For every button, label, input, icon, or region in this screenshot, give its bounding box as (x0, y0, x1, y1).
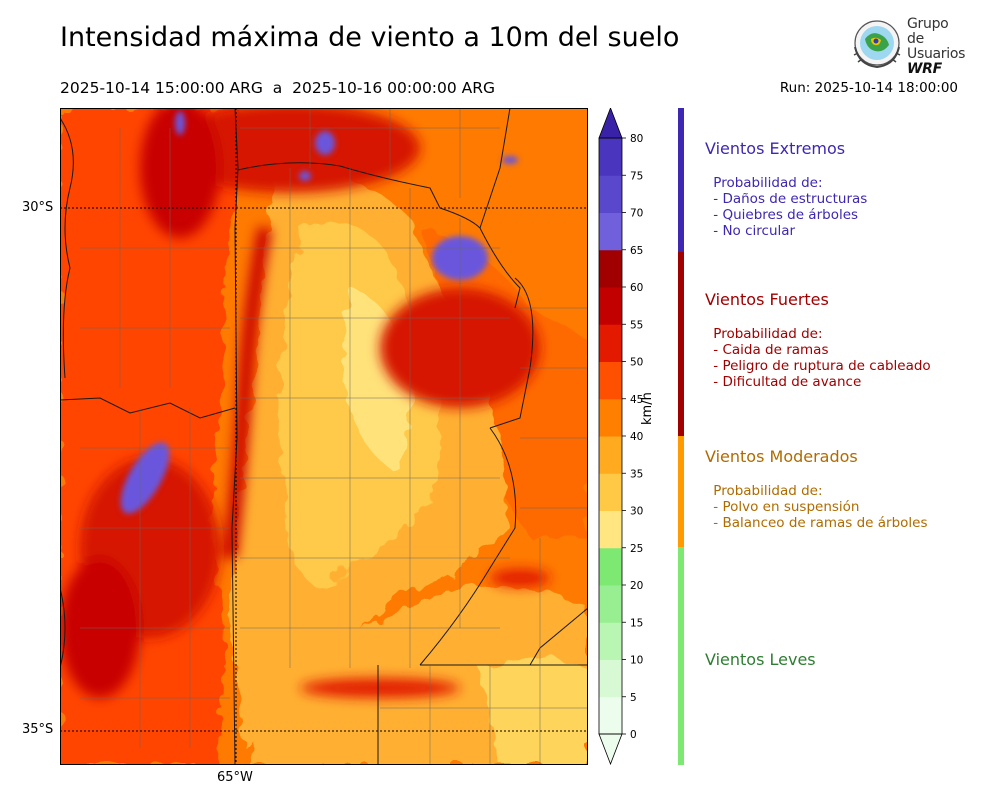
category-title: Vientos Moderados (705, 447, 858, 466)
colorbar-segment (599, 324, 622, 362)
category-description-line: - No circular (709, 223, 796, 239)
colorbar-segment (599, 398, 622, 437)
category-description-line: - Quiebres de árboles (709, 207, 859, 223)
colorbar-tick-label: 15 (630, 617, 643, 629)
extreme-cell-north1 (315, 131, 335, 155)
chart-title: Intensidad máxima de viento a 10m del su… (60, 22, 680, 53)
colorbar-segment (599, 696, 622, 735)
category-color-bar (678, 252, 684, 436)
category-color-bar (678, 108, 684, 252)
colorbar-tick-label: 75 (630, 170, 643, 182)
category-description-line: Probabilidad de: (709, 175, 823, 191)
category-description-line: - Daños de estructuras (709, 191, 868, 207)
southeast-light-zone (480, 658, 588, 765)
department-borders (80, 108, 588, 765)
colorbar-tick-label: 5 (630, 692, 637, 704)
colorbar-segment (599, 361, 622, 400)
map-frame (60, 108, 588, 765)
colorbar-segment (599, 585, 622, 623)
colorbar-tick-label: 80 (630, 133, 643, 145)
extreme-cell-west (120, 442, 170, 514)
category-block: Vientos Fuertes Probabilidad de: - Caida… (705, 290, 931, 390)
category-description: Probabilidad de: - Caida de ramas - Peli… (705, 326, 931, 390)
province-borders (60, 108, 588, 765)
colorbar-segment (599, 249, 622, 288)
category-block: Vientos Extremos Probabilidad de: - Daño… (705, 139, 867, 239)
colorbar-tick-label: 60 (630, 282, 643, 294)
category-color-bar (678, 436, 684, 547)
category-description-line: - Caida de ramas (709, 342, 829, 358)
lon-label-65w: 65°W (217, 770, 253, 785)
category-description-line: Probabilidad de: (709, 326, 823, 342)
lat-label-35s: 35°S (22, 722, 54, 737)
forecast-period: 2025-10-14 15:00:00 ARG a 2025-10-16 00:… (60, 79, 496, 97)
colorbar-segment (599, 212, 622, 251)
colorbar-extend-high (598, 108, 623, 139)
globe-emblem-icon (853, 20, 901, 69)
colorbar-segment (599, 287, 622, 325)
logo-line1: Grupo de (907, 16, 949, 47)
colorbar-tick-label: 40 (630, 431, 643, 443)
category-title: Vientos Extremos (705, 139, 846, 158)
colorbar-extend-low (598, 733, 623, 766)
colorbar-tick-label: 45 (630, 394, 643, 406)
extreme-cell-east (502, 156, 518, 164)
colorbar-tick-label: 70 (630, 208, 643, 220)
lat-label-30s: 30°S (22, 200, 54, 215)
category-color-bar (678, 547, 684, 765)
north-strong-band (160, 108, 420, 193)
category-description: Probabilidad de: - Polvo en suspensión -… (705, 483, 928, 531)
se-strong-streak (490, 569, 550, 587)
colorbar-tick-label: 20 (630, 580, 643, 592)
graticule (60, 108, 588, 765)
category-description-line: - Balanceo de ramas de árboles (709, 515, 928, 531)
category-title: Vientos Fuertes (705, 290, 829, 309)
northwest-strong-band (140, 108, 220, 238)
category-description-line: - Peligro de ruptura de cableado (709, 358, 931, 374)
colorbar-segment (599, 138, 622, 176)
logo-line2: Usuarios (907, 46, 966, 62)
category-description-line: - Polvo en suspensión (709, 499, 860, 515)
colorbar-unit-label: km/h (640, 392, 655, 425)
wind-intensity-map (60, 108, 588, 765)
colorbar-tick-label: 30 (630, 506, 643, 518)
colorbar-tick-label: 35 (630, 468, 643, 480)
south-strong-streak (300, 678, 460, 698)
colorbar-segment (599, 547, 622, 586)
extreme-cell-north2 (175, 111, 185, 135)
colorbar-segment (599, 473, 622, 511)
colorbar-tick-label: 50 (630, 357, 643, 369)
colorbar-segment (599, 175, 622, 213)
colorbar-tick-label: 10 (630, 655, 643, 667)
category-title: Vientos Leves (705, 650, 816, 669)
logo-line3: WRF (907, 61, 942, 77)
colorbar-tick-label: 55 (630, 319, 643, 331)
category-description-line: Probabilidad de: (709, 483, 823, 499)
colorbar-tick-label: 65 (630, 245, 643, 257)
category-description: Probabilidad de: - Daños de estructuras … (705, 175, 867, 239)
colorbar-tick-label: 0 (630, 729, 637, 741)
colorbar: 0 5 10 15 20 25 30 35 40 45 50 55 60 65 70 75 80 (598, 108, 643, 766)
category-description-line: - Dificultad de avance (709, 374, 862, 390)
category-block: Vientos Leves (705, 650, 816, 686)
colorbar-segment (599, 436, 622, 474)
category-block: Vientos Moderados Probabilidad de: - Pol… (705, 447, 928, 531)
run-time: Run: 2025-10-14 18:00:00 (779, 80, 958, 96)
colorbar-segment (599, 510, 622, 549)
extreme-cell-north3 (299, 171, 311, 181)
colorbar-tick-label: 25 (630, 543, 643, 555)
colorbar-segment (599, 622, 622, 660)
grupo-usuarios-wrf-logo: Grupo de Usuarios WRF (849, 16, 969, 77)
colorbar-segment (599, 659, 622, 698)
